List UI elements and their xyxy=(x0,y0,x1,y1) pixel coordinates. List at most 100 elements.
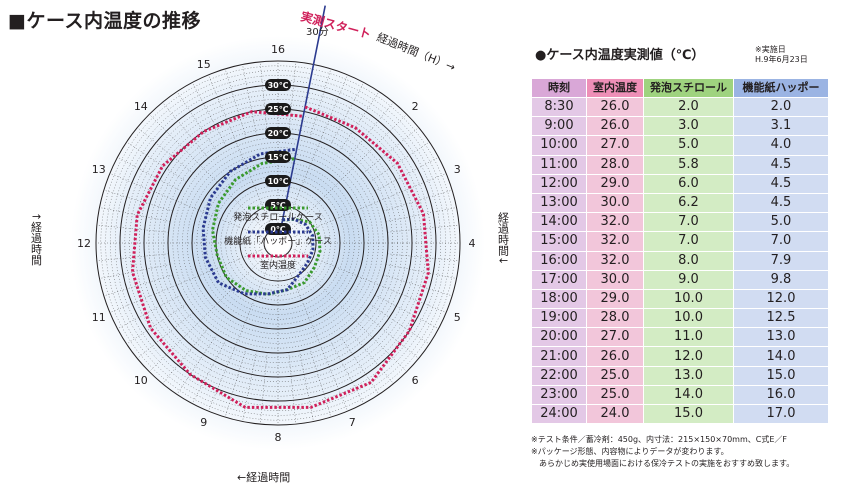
cell-room-temp: 26.0 xyxy=(586,96,644,118)
minor-grid-ring xyxy=(124,89,432,397)
radial-grid-line xyxy=(96,224,169,233)
minor-grid-ring xyxy=(201,166,355,320)
cell-happo: 4.5 xyxy=(733,173,829,194)
cell-time: 8:30 xyxy=(531,96,587,118)
table-row: 24:00 24.0 15.0 17.0 xyxy=(531,403,829,425)
cell-happo: 4.0 xyxy=(733,135,829,156)
legend-label: 室内温度 xyxy=(260,259,296,271)
radial-grid-line xyxy=(103,189,173,212)
minor-grid-ring xyxy=(105,70,451,416)
radial-grid-line xyxy=(287,252,407,372)
minor-grid-ring xyxy=(225,190,331,296)
cell-happo: 7.0 xyxy=(733,231,829,252)
table-row: 13:00 30.0 6.2 4.5 xyxy=(531,192,829,214)
cell-room-temp: 30.0 xyxy=(586,192,644,214)
table-row: 21:00 26.0 12.0 14.0 xyxy=(531,346,829,367)
cell-room-temp: 24.0 xyxy=(586,403,644,425)
radial-tick-pill xyxy=(265,151,291,163)
polar-temperature-chart: 0℃ 5℃ 10℃ 15℃ 20℃ 25℃ 30℃ 2 3 4 5 6 7 8 9 10 11 12 13 14 15… xyxy=(30,5,510,484)
radial-grid-line xyxy=(259,352,268,425)
minor-grid-ring xyxy=(114,79,442,407)
cell-room-temp: 30.0 xyxy=(586,269,644,290)
table-row: 15:00 32.0 7.0 7.0 xyxy=(531,231,829,252)
minor-grid-ring xyxy=(196,161,360,325)
cell-time: 22:00 xyxy=(531,365,587,386)
axis-label-left: ↑経過時間 xyxy=(30,212,43,266)
radial-grid-line xyxy=(162,102,209,159)
cell-happo: 5.0 xyxy=(733,212,829,233)
cell-happo: 9.8 xyxy=(733,269,829,290)
radial-tick-label: 0℃ xyxy=(270,225,286,234)
cell-styrofoam: 9.0 xyxy=(643,269,734,290)
radial-grid-line xyxy=(374,156,439,192)
cell-room-temp: 32.0 xyxy=(586,231,644,252)
radial-grid-line xyxy=(176,334,218,395)
hour-label: 2 xyxy=(412,100,419,113)
hour-label: 6 xyxy=(412,374,419,387)
cell-time: 12:00 xyxy=(531,173,587,194)
radial-grid-line xyxy=(387,253,460,262)
cell-time: 24:00 xyxy=(531,403,587,425)
radial-grid-line xyxy=(109,248,266,313)
cell-room-temp: 32.0 xyxy=(586,250,644,271)
radial-grid-line xyxy=(208,255,273,412)
hour-label: 13 xyxy=(92,163,106,176)
cell-styrofoam: 14.0 xyxy=(643,384,734,406)
cell-happo: 13.0 xyxy=(733,327,829,348)
cell-time: 9:00 xyxy=(531,116,587,137)
table-row: 17:00 30.0 9.0 9.8 xyxy=(531,269,829,290)
radial-tick-pill xyxy=(265,79,291,91)
radial-grid-line xyxy=(369,303,430,345)
radial-grid-line xyxy=(283,255,348,412)
cell-time: 18:00 xyxy=(531,288,587,310)
minor-grid-ring xyxy=(100,65,456,421)
start-time-label: 30分 xyxy=(306,26,329,38)
radial-grid-line xyxy=(347,102,394,159)
hour-label: 5 xyxy=(454,311,461,324)
radial-grid-line xyxy=(283,74,348,231)
radial-grid-line xyxy=(329,82,365,147)
radial-grid-line xyxy=(137,127,194,174)
cell-happo: 4.5 xyxy=(733,192,829,214)
radial-grid-line xyxy=(191,339,227,404)
chart-center xyxy=(266,231,290,255)
table-row: 8:30 26.0 2.0 2.0 xyxy=(531,96,829,118)
radial-grid-line xyxy=(117,156,182,192)
cell-styrofoam: 5.8 xyxy=(643,154,734,175)
hour-label: 7 xyxy=(349,416,356,429)
radial-grid-line xyxy=(369,141,430,183)
major-grid-ring xyxy=(95,60,461,426)
radial-grid-line xyxy=(383,274,453,297)
radial-tick-label: 5℃ xyxy=(270,201,286,210)
radial-grid-line xyxy=(242,64,257,136)
cell-room-temp: 25.0 xyxy=(586,365,644,386)
table-body: 8:30 26.0 2.0 2.0 9:00 26.0 3.0 3.1 10:00 27.0 5.0… xyxy=(531,96,829,425)
date-note: ※実施日 H.9年6月23日 xyxy=(755,45,808,64)
minor-grid-ring xyxy=(249,214,307,272)
hour-label: 14 xyxy=(134,100,148,113)
minor-grid-ring xyxy=(210,175,346,311)
cell-styrofoam: 7.0 xyxy=(643,212,734,233)
footnote: ※テスト条件／蓄冷剤：450g、内寸法：215×150×70mm、C式E／F xyxy=(531,435,788,444)
radial-grid-line xyxy=(126,303,187,345)
cell-happo: 14.0 xyxy=(733,346,829,367)
table-row: 19:00 28.0 10.0 12.5 xyxy=(531,308,829,329)
measurement-table: 時刻 室内温度 発泡スチロール 機能紙ハッポー 8:30 26.0 2.0 2.0 9:… xyxy=(531,78,829,425)
cell-time: 16:00 xyxy=(531,250,587,271)
cell-styrofoam: 6.0 xyxy=(643,173,734,194)
radial-grid-line xyxy=(191,82,227,147)
minor-grid-ring xyxy=(186,151,370,335)
cell-styrofoam: 10.0 xyxy=(643,308,734,329)
table-row: 16:00 32.0 8.0 7.9 xyxy=(531,250,829,271)
radial-grid-line xyxy=(103,274,173,297)
table-row: 12:00 29.0 6.0 4.5 xyxy=(531,173,829,194)
cell-happo: 2.0 xyxy=(733,96,829,118)
table-title: ●ケース内温度実測値（℃） xyxy=(535,48,705,63)
header-happo: 機能紙ハッポー xyxy=(733,78,829,98)
radial-tick-label: 15℃ xyxy=(268,153,289,162)
cell-styrofoam: 3.0 xyxy=(643,116,734,137)
table-header-row: 時刻 室内温度 発泡スチロール 機能紙ハッポー xyxy=(531,78,829,98)
cell-happo: 12.5 xyxy=(733,308,829,329)
table-row: 22:00 25.0 13.0 15.0 xyxy=(531,365,829,386)
cell-happo: 15.0 xyxy=(733,365,829,386)
